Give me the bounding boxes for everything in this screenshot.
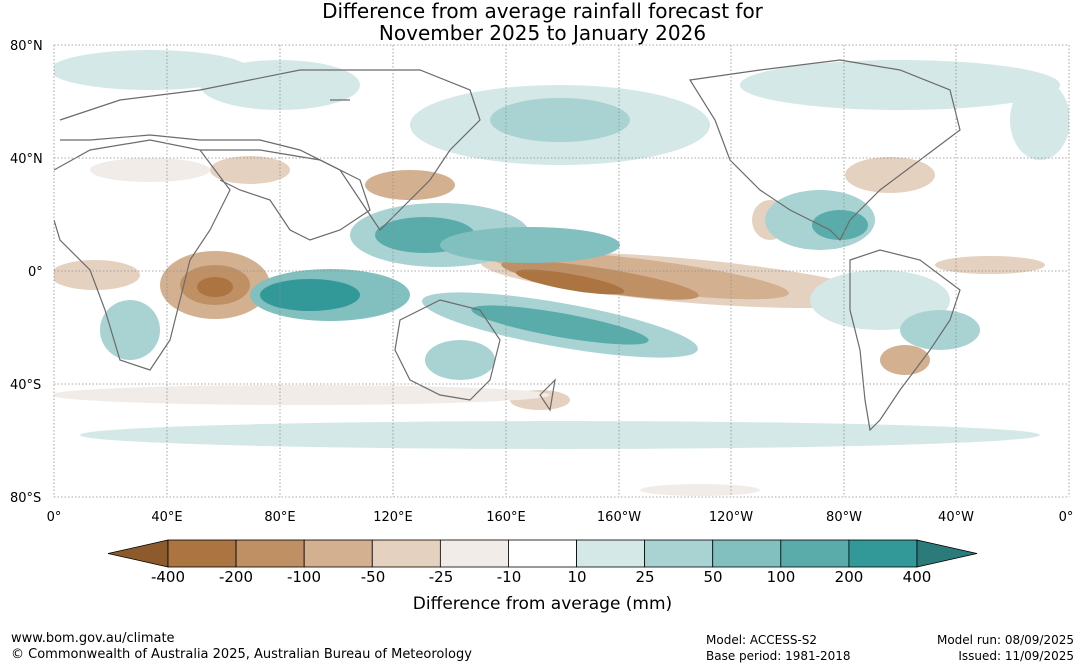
footer-copyright: © Commonwealth of Australia 2025, Austra… (11, 647, 472, 662)
anomaly-fields (54, 50, 1069, 496)
colorbar-tick-label: 10 (567, 568, 587, 586)
colorbar-tick-label: 200 (834, 568, 864, 586)
colorbar-segment (167, 539, 237, 568)
colorbar-segment (371, 539, 441, 568)
colorbar-tick-label: 100 (766, 568, 796, 586)
colorbar-segment (303, 539, 373, 568)
colorbar-segment (848, 539, 918, 568)
lat-label-80s: 80°S (10, 491, 42, 506)
colorbar-title: Difference from average (mm) (412, 594, 673, 614)
colorbar-segment (644, 539, 714, 568)
colorbar-tick-label: -100 (286, 568, 322, 586)
lon-label-120e: 120°E (373, 510, 413, 525)
graticule (53, 44, 1070, 498)
colorbar-segment (508, 539, 577, 568)
lat-label-equator: 0° (28, 265, 43, 280)
colorbar-tick-label: 400 (902, 568, 932, 586)
colorbar-segment (235, 539, 305, 568)
lon-label-160e: 160°E (486, 510, 526, 525)
colorbar-segment (439, 539, 509, 568)
map-title-line-2: November 2025 to January 2026 (378, 21, 707, 45)
lon-label-160w: 160°W (596, 510, 642, 525)
footer-model: Model: ACCESS-S2 (706, 633, 818, 647)
wet-anomaly-regions (54, 50, 1069, 449)
lon-label-120w: 120°W (708, 510, 754, 525)
colorbar-segments (107, 539, 978, 568)
footer-model-run: Model run: 08/09/2025 (936, 633, 1074, 647)
lat-label-40s: 40°S (10, 378, 42, 393)
coastlines (54, 59, 961, 432)
lon-label-80e: 80°E (264, 510, 296, 525)
colorbar-segment (780, 539, 850, 568)
map-title-line-1: Difference from average rainfall forecas… (322, 0, 763, 23)
colorbar-tick-label: -25 (428, 568, 454, 586)
colorbar-tick-label: 50 (703, 568, 723, 586)
lon-label-0-right: 0° (1058, 510, 1074, 525)
lon-label-40e: 40°E (151, 510, 183, 525)
colorbar-segment (576, 539, 646, 568)
colorbar-tick-label: 25 (635, 568, 655, 586)
dry-anomaly-regions (54, 156, 1045, 496)
lat-label-80n: 80°N (10, 39, 43, 54)
footer-base-period: Base period: 1981-2018 (706, 649, 851, 663)
colorbar-tick-label: -50 (360, 568, 386, 586)
colorbar-extend-low (107, 539, 169, 568)
lon-label-80w: 80°W (826, 510, 862, 525)
colorbar-segment (712, 539, 782, 568)
colorbar-extend-high (916, 539, 978, 568)
lat-label-40n: 40°N (10, 152, 43, 167)
colorbar-tick-label: -200 (218, 568, 254, 586)
footer-issued: Issued: 11/09/2025 (958, 649, 1074, 663)
footer-website: www.bom.gov.au/climate (11, 631, 175, 646)
colorbar-tick-label: -10 (496, 568, 522, 586)
colorbar-tick-label: -400 (150, 568, 186, 586)
lon-label-40w: 40°W (938, 510, 974, 525)
lon-label-0-left: 0° (46, 510, 62, 525)
